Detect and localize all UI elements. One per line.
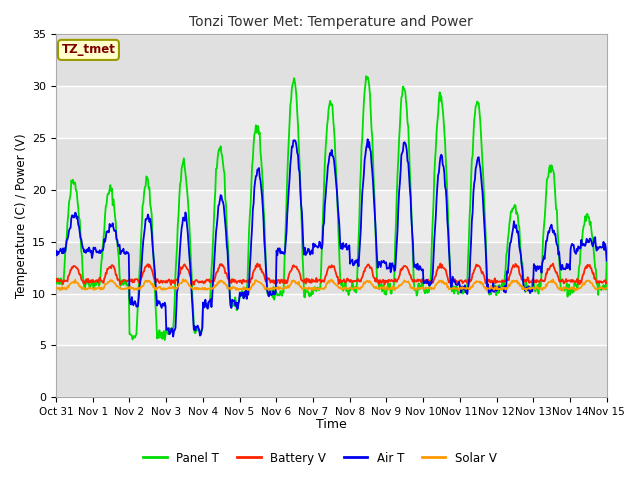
Panel T (62, 245, 70, 251)
Panel T (119, 279, 127, 285)
Solar V (522, 288, 530, 293)
Air T (62, 243, 70, 249)
Y-axis label: Temperature (C) / Power (V): Temperature (C) / Power (V) (15, 133, 28, 298)
Panel T (603, 260, 611, 265)
Solar V (62, 287, 70, 292)
Line: Solar V: Solar V (56, 279, 607, 290)
Air T (364, 136, 372, 142)
Battery V (167, 282, 175, 288)
Panel T (175, 194, 183, 200)
Battery V (205, 278, 212, 284)
Bar (56, 86, 607, 138)
Air T (52, 248, 60, 253)
Solar V (179, 276, 187, 282)
Solar V (603, 285, 611, 291)
Panel T (205, 305, 212, 311)
Line: Panel T: Panel T (56, 76, 607, 340)
Bar (56, 346, 607, 397)
Bar (56, 35, 607, 86)
Bar (56, 138, 607, 190)
Air T (205, 300, 212, 305)
Air T (400, 140, 408, 146)
X-axis label: Time: Time (316, 419, 347, 432)
Solar V (399, 280, 407, 286)
Panel T (362, 73, 370, 79)
Air T (175, 257, 183, 263)
Battery V (603, 279, 611, 285)
Air T (416, 263, 424, 269)
Battery V (119, 278, 127, 284)
Panel T (52, 279, 60, 285)
Battery V (400, 263, 408, 269)
Panel T (416, 286, 424, 292)
Panel T (161, 337, 168, 343)
Battery V (416, 277, 424, 283)
Legend: Panel T, Battery V, Air T, Solar V: Panel T, Battery V, Air T, Solar V (139, 447, 501, 469)
Bar (56, 294, 607, 346)
Air T (119, 248, 127, 254)
Solar V (175, 283, 182, 289)
Text: TZ_tmet: TZ_tmet (61, 43, 115, 57)
Solar V (205, 286, 212, 292)
Battery V (253, 261, 261, 266)
Battery V (62, 278, 70, 284)
Panel T (400, 85, 408, 91)
Solar V (119, 286, 127, 292)
Battery V (52, 278, 60, 284)
Title: Tonzi Tower Met: Temperature and Power: Tonzi Tower Met: Temperature and Power (189, 15, 473, 29)
Battery V (175, 272, 183, 278)
Bar (56, 190, 607, 242)
Solar V (52, 285, 60, 291)
Line: Battery V: Battery V (56, 264, 607, 285)
Solar V (415, 285, 423, 291)
Bar (56, 242, 607, 294)
Air T (170, 334, 177, 339)
Air T (603, 258, 611, 264)
Line: Air T: Air T (56, 139, 607, 336)
